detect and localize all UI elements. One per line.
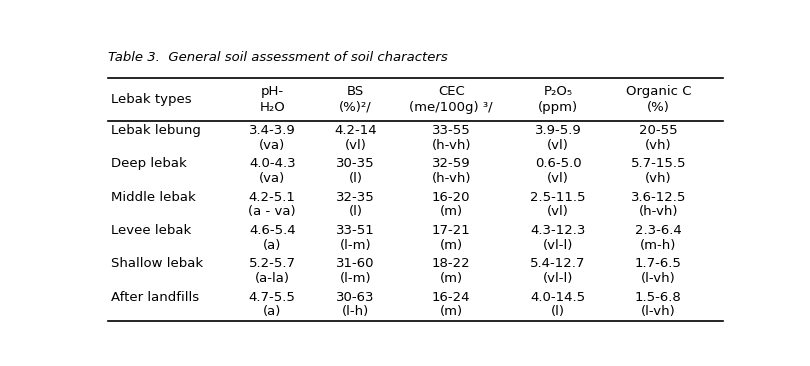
Text: (l): (l) [348, 205, 363, 219]
Text: 4.2-5.1: 4.2-5.1 [249, 191, 296, 204]
Text: Lebak types: Lebak types [111, 93, 191, 106]
Text: (h-vh): (h-vh) [432, 172, 471, 185]
Text: (ppm): (ppm) [538, 101, 578, 114]
Text: 20-55: 20-55 [639, 124, 678, 137]
Text: (vh): (vh) [645, 172, 671, 185]
Text: Lebak lebung: Lebak lebung [111, 124, 201, 137]
Text: (vl): (vl) [547, 172, 569, 185]
Text: Table 3.  General soil assessment of soil characters: Table 3. General soil assessment of soil… [108, 51, 447, 64]
Text: 2.3-6.4: 2.3-6.4 [635, 224, 682, 237]
Text: 4.3-12.3: 4.3-12.3 [531, 224, 586, 237]
Text: (vl): (vl) [344, 139, 366, 152]
Text: 18-22: 18-22 [432, 257, 471, 270]
Text: 16-20: 16-20 [432, 191, 471, 204]
Text: 30-35: 30-35 [336, 157, 375, 171]
Text: (me/100g) ³/: (me/100g) ³/ [409, 101, 493, 114]
Text: 17-21: 17-21 [432, 224, 471, 237]
Text: 16-24: 16-24 [432, 291, 471, 303]
Text: (m): (m) [440, 272, 463, 285]
Text: (h-vh): (h-vh) [432, 139, 471, 152]
Text: (l-vh): (l-vh) [641, 272, 676, 285]
Text: Middle lebak: Middle lebak [111, 191, 195, 204]
Text: (l-h): (l-h) [342, 305, 369, 318]
Text: 4.0-14.5: 4.0-14.5 [531, 291, 586, 303]
Text: (%)²/: (%)²/ [339, 101, 372, 114]
Text: (l-m): (l-m) [339, 272, 371, 285]
Text: 2.5-11.5: 2.5-11.5 [531, 191, 586, 204]
Text: 0.6-5.0: 0.6-5.0 [535, 157, 582, 171]
Text: (l-m): (l-m) [339, 239, 371, 252]
Text: (m): (m) [440, 239, 463, 252]
Text: (a - va): (a - va) [249, 205, 296, 219]
Text: Levee lebak: Levee lebak [111, 224, 191, 237]
Text: 1.7-6.5: 1.7-6.5 [635, 257, 682, 270]
Text: 5.7-15.5: 5.7-15.5 [631, 157, 686, 171]
Text: 4.0-4.3: 4.0-4.3 [249, 157, 296, 171]
Text: 31-60: 31-60 [336, 257, 375, 270]
Text: pH-: pH- [261, 85, 283, 98]
Text: (l): (l) [551, 305, 565, 318]
Text: 30-63: 30-63 [336, 291, 375, 303]
Text: 3.4-3.9: 3.4-3.9 [249, 124, 296, 137]
Text: Shallow lebak: Shallow lebak [111, 257, 202, 270]
Text: (a): (a) [263, 305, 282, 318]
Text: CEC: CEC [438, 85, 465, 98]
Text: (vh): (vh) [645, 139, 671, 152]
Text: 33-51: 33-51 [336, 224, 375, 237]
Text: 1.5-6.8: 1.5-6.8 [635, 291, 682, 303]
Text: 3.6-12.5: 3.6-12.5 [631, 191, 686, 204]
Text: 3.9-5.9: 3.9-5.9 [535, 124, 582, 137]
Text: (m): (m) [440, 305, 463, 318]
Text: 4.2-14: 4.2-14 [335, 124, 377, 137]
Text: P₂O₅: P₂O₅ [544, 85, 573, 98]
Text: (l-vh): (l-vh) [641, 305, 676, 318]
Text: (m): (m) [440, 205, 463, 219]
Text: (vl-l): (vl-l) [543, 239, 573, 252]
Text: H₂O: H₂O [259, 101, 285, 114]
Text: 33-55: 33-55 [432, 124, 471, 137]
Text: (vl-l): (vl-l) [543, 272, 573, 285]
Text: (va): (va) [259, 139, 285, 152]
Text: Organic C: Organic C [625, 85, 691, 98]
Text: Deep lebak: Deep lebak [111, 157, 186, 171]
Text: 5.2-5.7: 5.2-5.7 [249, 257, 296, 270]
Text: 32-35: 32-35 [336, 191, 375, 204]
Text: 32-59: 32-59 [432, 157, 471, 171]
Text: (h-vh): (h-vh) [638, 205, 678, 219]
Text: (vl): (vl) [547, 205, 569, 219]
Text: (va): (va) [259, 172, 285, 185]
Text: 4.7-5.5: 4.7-5.5 [249, 291, 296, 303]
Text: (l): (l) [348, 172, 363, 185]
Text: 4.6-5.4: 4.6-5.4 [249, 224, 296, 237]
Text: 5.4-12.7: 5.4-12.7 [531, 257, 586, 270]
Text: (m-h): (m-h) [640, 239, 676, 252]
Text: (a-la): (a-la) [255, 272, 290, 285]
Text: (a): (a) [263, 239, 282, 252]
Text: (vl): (vl) [547, 139, 569, 152]
Text: After landfills: After landfills [111, 291, 198, 303]
Text: BS: BS [347, 85, 364, 98]
Text: (%): (%) [647, 101, 670, 114]
